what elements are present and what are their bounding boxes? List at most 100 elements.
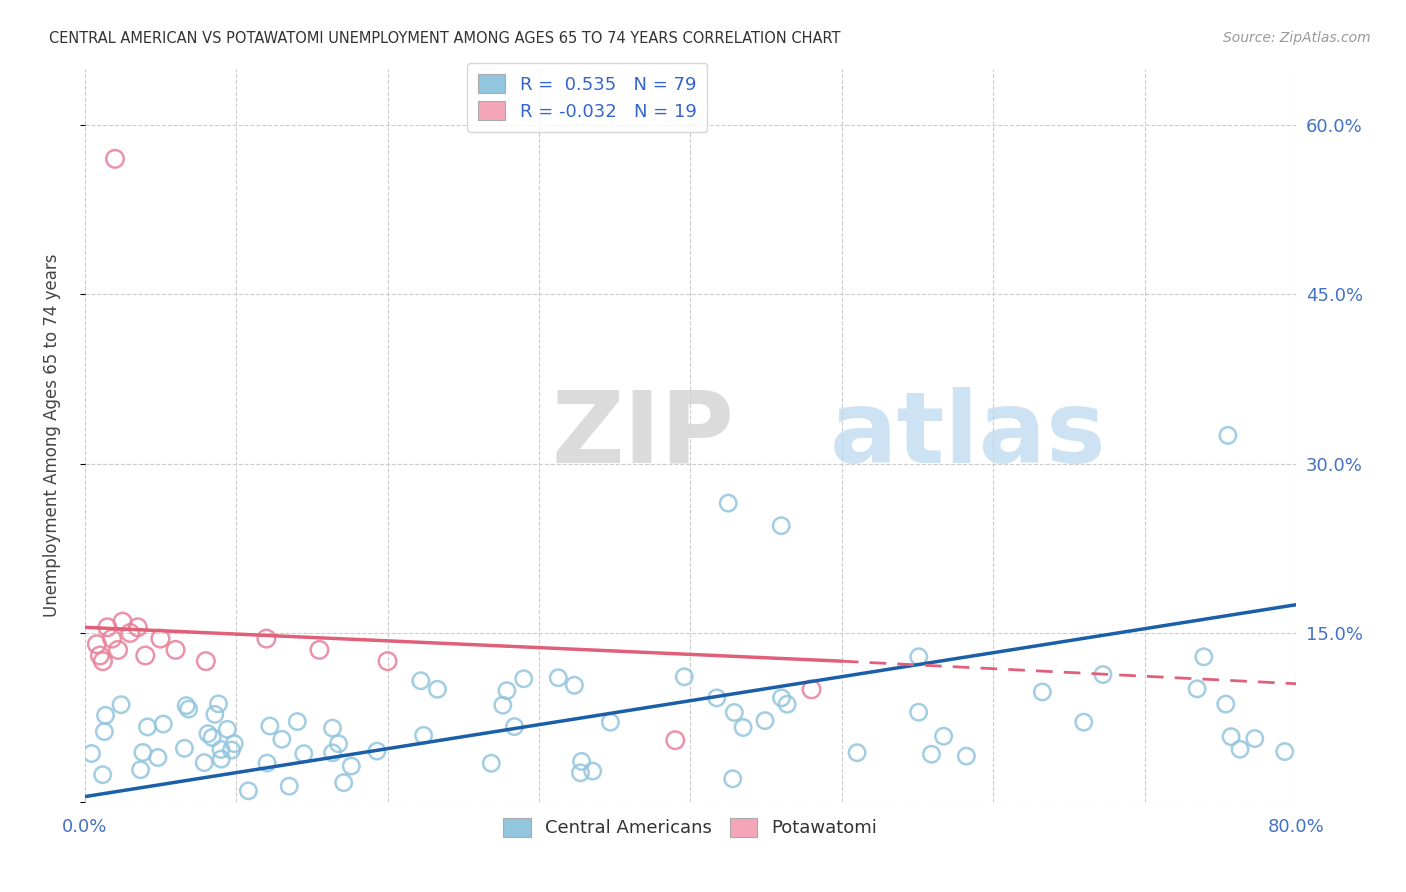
Point bbox=[224, 737, 246, 751]
Point bbox=[921, 747, 943, 762]
Point bbox=[152, 717, 174, 731]
Point bbox=[846, 746, 869, 760]
Point bbox=[107, 643, 129, 657]
Point bbox=[332, 775, 354, 789]
Point bbox=[110, 698, 132, 712]
Point bbox=[717, 496, 740, 510]
Point bbox=[104, 152, 127, 166]
Point bbox=[582, 764, 605, 778]
Point bbox=[955, 749, 977, 764]
Point bbox=[308, 643, 330, 657]
Legend: Central Americans, Potawatomi: Central Americans, Potawatomi bbox=[496, 811, 884, 845]
Point bbox=[723, 706, 745, 720]
Point bbox=[209, 752, 232, 766]
Point bbox=[328, 737, 350, 751]
Point bbox=[149, 632, 172, 646]
Point bbox=[80, 747, 103, 761]
Point bbox=[259, 719, 281, 733]
Point bbox=[599, 715, 621, 730]
Point bbox=[120, 626, 142, 640]
Text: CENTRAL AMERICAN VS POTAWATOMI UNEMPLOYMENT AMONG AGES 65 TO 74 YEARS CORRELATIO: CENTRAL AMERICAN VS POTAWATOMI UNEMPLOYM… bbox=[49, 31, 841, 46]
Point bbox=[217, 723, 239, 737]
Point bbox=[193, 756, 215, 770]
Point bbox=[754, 714, 776, 728]
Point bbox=[194, 654, 217, 668]
Point bbox=[285, 714, 308, 729]
Point bbox=[503, 720, 526, 734]
Point bbox=[1229, 742, 1251, 756]
Point bbox=[94, 708, 117, 723]
Point bbox=[201, 731, 224, 745]
Point bbox=[1215, 697, 1237, 711]
Point bbox=[91, 767, 114, 781]
Point bbox=[173, 741, 195, 756]
Point bbox=[932, 729, 955, 743]
Point bbox=[366, 744, 388, 758]
Point bbox=[278, 779, 301, 793]
Point bbox=[254, 632, 277, 646]
Point bbox=[322, 746, 344, 760]
Point bbox=[271, 732, 294, 747]
Point bbox=[136, 720, 159, 734]
Point bbox=[89, 648, 111, 663]
Point bbox=[111, 615, 134, 629]
Point bbox=[129, 763, 152, 777]
Point bbox=[177, 702, 200, 716]
Point bbox=[221, 743, 243, 757]
Point bbox=[101, 632, 124, 646]
Point bbox=[706, 690, 728, 705]
Point bbox=[1192, 649, 1215, 664]
Point bbox=[96, 620, 118, 634]
Point bbox=[292, 747, 315, 761]
Point bbox=[209, 742, 232, 756]
Point bbox=[721, 772, 744, 786]
Point bbox=[1243, 731, 1265, 746]
Point bbox=[1185, 681, 1208, 696]
Point bbox=[673, 670, 696, 684]
Point bbox=[340, 759, 363, 773]
Point bbox=[165, 643, 187, 657]
Point bbox=[238, 784, 260, 798]
Text: atlas: atlas bbox=[830, 387, 1107, 483]
Point bbox=[1274, 745, 1296, 759]
Point bbox=[495, 683, 517, 698]
Text: ZIP: ZIP bbox=[551, 387, 734, 483]
Point bbox=[321, 721, 343, 735]
Point bbox=[256, 756, 278, 770]
Point bbox=[770, 518, 793, 533]
Y-axis label: Unemployment Among Ages 65 to 74 years: Unemployment Among Ages 65 to 74 years bbox=[44, 253, 60, 617]
Point bbox=[134, 648, 156, 663]
Point bbox=[564, 678, 586, 692]
Point bbox=[409, 673, 432, 688]
Point bbox=[664, 733, 686, 747]
Point bbox=[412, 728, 434, 742]
Point bbox=[204, 707, 226, 722]
Point bbox=[127, 620, 149, 634]
Point bbox=[174, 698, 197, 713]
Point bbox=[426, 682, 449, 697]
Point bbox=[770, 690, 793, 705]
Point bbox=[776, 697, 799, 711]
Point bbox=[571, 755, 593, 769]
Point bbox=[1073, 715, 1095, 730]
Point bbox=[1216, 428, 1239, 442]
Point bbox=[907, 649, 929, 664]
Point bbox=[547, 671, 569, 685]
Point bbox=[132, 746, 155, 760]
Point bbox=[197, 727, 219, 741]
Point bbox=[907, 705, 929, 719]
Point bbox=[93, 724, 115, 739]
Point bbox=[479, 756, 502, 771]
Point bbox=[1031, 685, 1053, 699]
Point bbox=[512, 672, 534, 686]
Point bbox=[377, 654, 399, 668]
Point bbox=[569, 765, 592, 780]
Point bbox=[1091, 667, 1114, 681]
Text: Source: ZipAtlas.com: Source: ZipAtlas.com bbox=[1223, 31, 1371, 45]
Point bbox=[733, 721, 755, 735]
Point bbox=[86, 637, 108, 651]
Point bbox=[492, 698, 515, 713]
Point bbox=[207, 697, 229, 711]
Point bbox=[91, 654, 114, 668]
Point bbox=[1220, 730, 1243, 744]
